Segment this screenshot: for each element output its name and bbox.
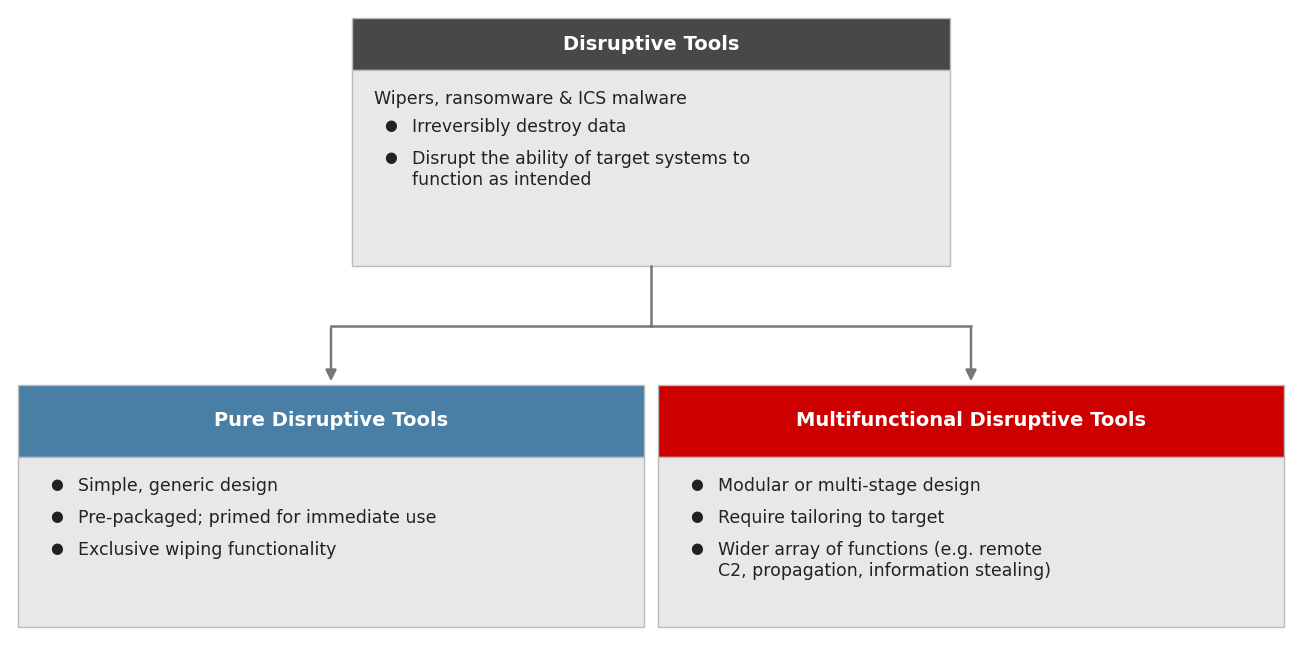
Bar — [352, 18, 950, 70]
Text: Wider array of functions (e.g. remote
C2, propagation, information stealing): Wider array of functions (e.g. remote C2… — [717, 541, 1051, 580]
Bar — [658, 385, 1284, 457]
Text: Exclusive wiping functionality: Exclusive wiping functionality — [78, 541, 336, 559]
Text: ●: ● — [49, 541, 62, 556]
Text: Multifunctional Disruptive Tools: Multifunctional Disruptive Tools — [796, 412, 1146, 430]
Text: ●: ● — [384, 150, 397, 165]
Text: Pre-packaged; primed for immediate use: Pre-packaged; primed for immediate use — [78, 509, 436, 527]
Bar — [352, 70, 950, 266]
Text: Disrupt the ability of target systems to
function as intended: Disrupt the ability of target systems to… — [411, 150, 750, 189]
Text: ●: ● — [690, 541, 703, 556]
Text: ●: ● — [384, 118, 397, 133]
Text: Disruptive Tools: Disruptive Tools — [562, 34, 740, 54]
Bar — [18, 385, 644, 457]
Text: ●: ● — [49, 509, 62, 524]
Text: Wipers, ransomware & ICS malware: Wipers, ransomware & ICS malware — [374, 90, 687, 108]
Text: Pure Disruptive Tools: Pure Disruptive Tools — [214, 412, 448, 430]
Text: ●: ● — [690, 477, 703, 492]
Text: Modular or multi-stage design: Modular or multi-stage design — [717, 477, 980, 495]
Bar — [18, 457, 644, 627]
Text: Irreversibly destroy data: Irreversibly destroy data — [411, 118, 626, 136]
Text: Require tailoring to target: Require tailoring to target — [717, 509, 944, 527]
Text: Simple, generic design: Simple, generic design — [78, 477, 279, 495]
Bar — [658, 457, 1284, 627]
Text: ●: ● — [690, 509, 703, 524]
Text: ●: ● — [49, 477, 62, 492]
